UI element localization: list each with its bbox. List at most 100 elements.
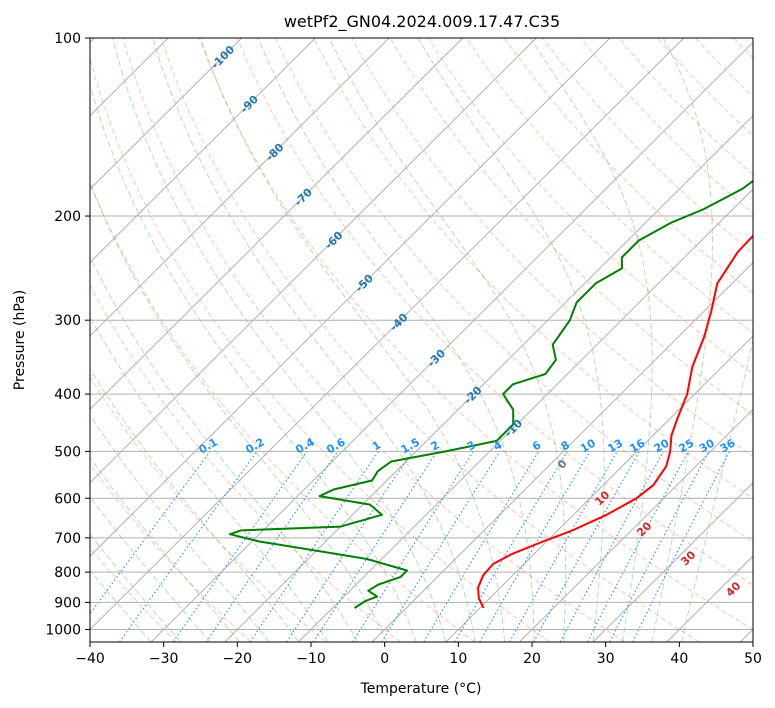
mixing-ratio-line xyxy=(119,451,258,642)
moist-adiabat xyxy=(90,368,299,642)
isotherm xyxy=(90,38,243,190)
mixing-ratio-line xyxy=(313,451,438,642)
mixing-ratio-label: 0.6 xyxy=(324,435,348,456)
moist-adiabat-label: 30 xyxy=(678,548,698,568)
moist-adiabat xyxy=(90,182,388,642)
mixing-ratio-line xyxy=(559,451,665,642)
isotherm xyxy=(666,555,753,642)
mixing-ratio-line xyxy=(172,451,308,642)
dry-adiabat xyxy=(275,38,753,543)
moist-adiabat xyxy=(90,533,181,642)
mixing-ratio-label: 16 xyxy=(628,436,648,455)
isotherm xyxy=(90,38,464,410)
x-tick-label: 40 xyxy=(670,651,688,667)
y-tick-label: 300 xyxy=(54,313,81,329)
isotherm xyxy=(445,335,753,642)
mixing-ratio-label: 13 xyxy=(605,437,625,456)
dry-adiabat xyxy=(160,38,700,642)
moist-adiabat xyxy=(90,569,152,642)
mixing-ratio-label: 1.5 xyxy=(399,435,422,456)
x-axis: −40 −30 −20 −10 0 10 20 30 40 50 xyxy=(75,642,762,667)
mixing-ratio-label: 0.4 xyxy=(293,435,317,456)
moist-adiabat xyxy=(529,38,653,642)
background-lines xyxy=(90,38,753,642)
moist-adiabat xyxy=(651,38,713,642)
dry-adiabat xyxy=(90,376,326,642)
y-tick-label: 100 xyxy=(54,31,81,47)
chart-title: wetPf2_GN04.2024.009.17.47.C35 xyxy=(284,12,560,32)
isotherm xyxy=(90,38,316,264)
dry-adiabat xyxy=(122,38,625,642)
isotherm xyxy=(592,481,753,642)
dry-adiabat xyxy=(694,38,753,98)
y-tick-label: 800 xyxy=(54,565,81,581)
dry-adiabat xyxy=(580,38,753,215)
mixing-ratio-line xyxy=(381,451,501,642)
y-tick-label: 600 xyxy=(54,491,81,507)
dry-adiabat xyxy=(90,181,476,642)
mixing-ratio-line xyxy=(609,451,710,642)
moist-adiabat xyxy=(90,496,211,642)
x-tick-label: −30 xyxy=(149,651,179,667)
x-tick-label: 10 xyxy=(449,651,467,667)
y-tick-label: 500 xyxy=(54,444,81,460)
dry-adiabat xyxy=(351,38,753,457)
y-tick-label: 400 xyxy=(54,387,81,403)
y-tick-label: 700 xyxy=(54,531,81,547)
isotherm xyxy=(90,38,611,557)
moist-adiabat xyxy=(90,255,358,642)
mixing-ratio-line xyxy=(632,451,731,642)
dry-adiabat xyxy=(465,38,753,334)
mixing-ratio-label: 0.1 xyxy=(197,435,220,456)
y-axis-label: Pressure (hPa) xyxy=(12,290,28,390)
isotherm xyxy=(90,38,390,337)
mixing-ratio-line xyxy=(479,451,591,642)
moist-adiabat-label: 10 xyxy=(592,488,612,508)
mixing-ratio-line xyxy=(90,451,211,615)
mixing-ratio-line xyxy=(352,451,474,642)
dry-adiabat xyxy=(198,38,753,630)
mixing-ratio-label: 30 xyxy=(697,436,717,455)
line-labels: -100-90-80-70-60-50-40-30-20-100.1 0.2 0.4… xyxy=(197,43,744,600)
moist-adiabat xyxy=(417,38,605,642)
x-tick-label: 0 xyxy=(380,651,389,667)
mixing-ratio-line xyxy=(533,451,640,642)
mixing-ratio-line xyxy=(509,451,618,642)
dry-adiabat xyxy=(427,38,753,375)
mixing-ratio-label: 0.2 xyxy=(243,435,266,456)
moist-adiabat xyxy=(328,38,567,642)
dry-adiabat xyxy=(618,38,753,176)
isotherm xyxy=(519,408,753,642)
isotherm xyxy=(150,41,753,642)
mixing-ratio-line xyxy=(586,451,689,642)
y-tick-label: 200 xyxy=(54,209,81,225)
mixing-ratio-label: 36 xyxy=(718,436,738,455)
dry-adiabat xyxy=(236,38,753,586)
plot-frame xyxy=(89,37,754,643)
moist-adiabat xyxy=(90,456,240,642)
mixing-ratio-line xyxy=(454,451,568,642)
isotherm xyxy=(90,38,537,484)
moist-adiabat xyxy=(90,83,417,642)
mixing-ratio-line xyxy=(423,451,540,642)
moist-adiabat xyxy=(152,38,476,642)
mixing-ratio-label: 25 xyxy=(676,437,696,456)
dry-adiabat xyxy=(90,283,401,642)
profiles xyxy=(228,179,753,609)
isotherm xyxy=(371,261,753,642)
isotherm xyxy=(90,38,685,631)
isotherm xyxy=(298,188,753,642)
mixing-ratio-line xyxy=(205,451,339,642)
y-tick-label: 1000 xyxy=(45,622,81,638)
x-tick-label: −20 xyxy=(223,651,253,667)
moist-adiabat xyxy=(112,38,447,642)
x-tick-label: 50 xyxy=(744,651,762,667)
dry-adiabat xyxy=(503,38,753,294)
isotherm-label: -90 xyxy=(238,92,261,115)
pressure-gridlines xyxy=(90,37,753,630)
dry-adiabat xyxy=(389,38,753,416)
x-tick-label: −40 xyxy=(75,651,105,667)
x-axis-label: Temperature (°C) xyxy=(360,681,482,697)
mixing-ratio-label: 10 xyxy=(578,436,598,455)
